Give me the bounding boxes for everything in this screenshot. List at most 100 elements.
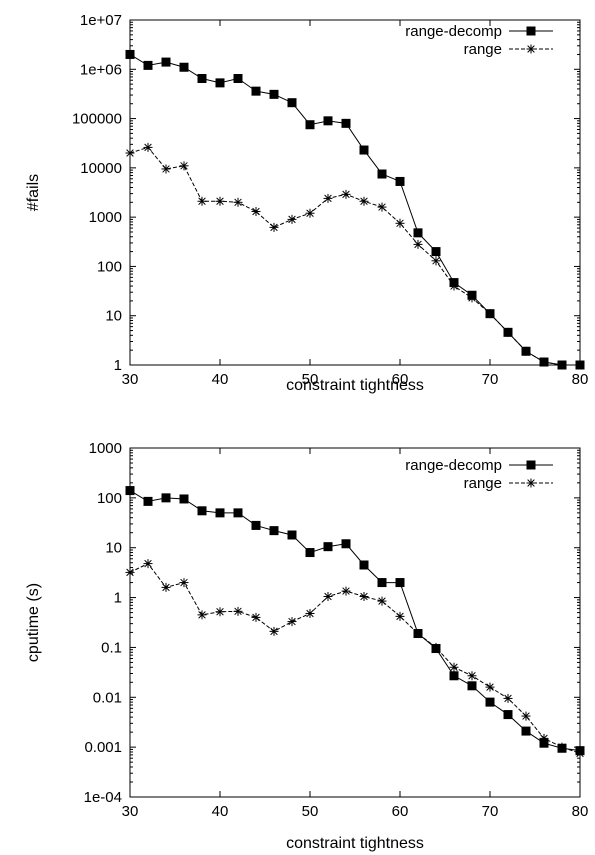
y-tick-label: 1e+06 xyxy=(80,61,122,78)
data-point-square xyxy=(395,578,405,588)
fails-chart: 30 40 50 60 70 80 1 10 100 1000 10000 100000 1e+06 1e… xyxy=(25,12,588,394)
data-point-asterisk xyxy=(341,189,351,199)
series-line xyxy=(129,54,580,366)
legend-label: range xyxy=(464,475,502,492)
data-point-asterisk xyxy=(377,202,387,212)
data-point-asterisk xyxy=(395,218,405,228)
data-point-square xyxy=(359,560,369,570)
legend-label: range xyxy=(464,41,502,58)
y-tick-label: 100000 xyxy=(72,111,122,128)
data-point-square xyxy=(526,460,536,470)
y-tick-label: 100 xyxy=(97,490,122,507)
data-point-asterisk xyxy=(305,608,315,618)
data-point-square xyxy=(125,486,135,496)
data-point-square xyxy=(467,290,477,300)
data-point-asterisk xyxy=(287,214,297,224)
x-tick-label: 40 xyxy=(212,803,229,820)
y-tick-label: 1000 xyxy=(89,209,122,226)
data-point-asterisk xyxy=(526,478,536,488)
x-tick-label: 80 xyxy=(572,803,589,820)
data-point-square xyxy=(521,726,531,736)
x-tick-label: 30 xyxy=(122,803,139,820)
data-point-square xyxy=(323,116,333,126)
y-tick-label: 10 xyxy=(105,540,122,557)
data-point-asterisk xyxy=(197,196,207,206)
data-point-square xyxy=(269,526,279,536)
data-point-asterisk xyxy=(485,682,495,692)
data-point-square xyxy=(179,494,189,504)
y-tick-label: 1 xyxy=(114,357,122,374)
data-point-asterisk xyxy=(269,626,279,636)
data-point-square xyxy=(539,357,549,367)
y-tick-label: 1000 xyxy=(89,440,122,457)
data-point-square xyxy=(125,49,135,59)
data-point-square xyxy=(431,247,441,257)
y-tick-label: 0.01 xyxy=(93,689,122,706)
y-tick-label: 0.001 xyxy=(84,739,122,756)
data-point-square xyxy=(233,74,243,84)
data-point-asterisk xyxy=(215,196,225,206)
data-point-square xyxy=(467,681,477,691)
data-point-asterisk xyxy=(305,208,315,218)
data-point-asterisk xyxy=(467,671,477,681)
data-point-square xyxy=(359,145,369,155)
data-point-square xyxy=(161,57,171,67)
data-point-square xyxy=(287,530,297,540)
data-point-square xyxy=(449,278,459,288)
data-point-asterisk xyxy=(143,142,153,152)
data-point-square xyxy=(449,671,459,681)
data-point-square xyxy=(143,60,153,70)
data-point-square xyxy=(575,360,585,370)
data-point-asterisk xyxy=(341,586,351,596)
y-axis-label: cputime (s) xyxy=(25,583,42,662)
data-point-square xyxy=(485,697,495,707)
data-point-square xyxy=(305,548,315,558)
data-point-square xyxy=(557,360,567,370)
data-point-asterisk xyxy=(215,607,225,617)
data-point-square xyxy=(197,74,207,84)
data-point-square xyxy=(377,578,387,588)
data-point-asterisk xyxy=(233,197,243,207)
data-point-square xyxy=(305,120,315,130)
data-point-square xyxy=(485,309,495,319)
y-tick-label: 1e-04 xyxy=(84,789,122,806)
data-point-square xyxy=(575,746,585,756)
series-range-decomp xyxy=(125,49,585,370)
x-tick-label: 50 xyxy=(302,803,319,820)
data-point-square xyxy=(323,542,333,552)
data-point-asterisk xyxy=(251,612,261,622)
data-point-asterisk xyxy=(503,693,513,703)
data-point-asterisk xyxy=(323,592,333,602)
data-point-asterisk xyxy=(125,567,135,577)
data-point-square xyxy=(161,493,171,503)
legend-label: range-decomp xyxy=(405,457,502,474)
data-point-asterisk xyxy=(395,611,405,621)
x-axis-label: constraint tightness xyxy=(286,377,424,394)
cputime-chart: 30 40 50 60 70 80 1e-04 0.001 0.01 0.1 1 10 100 1000 c… xyxy=(25,440,588,852)
data-point-asterisk xyxy=(179,161,189,171)
data-point-square xyxy=(197,506,207,516)
data-point-square xyxy=(233,508,243,518)
data-point-square xyxy=(526,26,536,36)
y-tick-label: 10000 xyxy=(80,160,122,177)
legend-label: range-decomp xyxy=(405,23,502,40)
data-point-asterisk xyxy=(431,256,441,266)
data-point-square xyxy=(341,539,351,549)
data-point-asterisk xyxy=(161,582,171,592)
data-point-asterisk xyxy=(161,164,171,174)
data-point-asterisk xyxy=(359,592,369,602)
x-tick-label: 70 xyxy=(482,803,499,820)
y-tick-label: 100 xyxy=(97,258,122,275)
data-point-square xyxy=(215,508,225,518)
data-point-asterisk xyxy=(269,222,279,232)
data-point-square xyxy=(143,496,153,506)
x-tick-label: 40 xyxy=(212,371,229,388)
series-range xyxy=(125,142,585,370)
series-line xyxy=(129,562,581,754)
data-point-square xyxy=(251,520,261,530)
data-point-asterisk xyxy=(323,193,333,203)
data-point-square xyxy=(287,98,297,108)
data-point-square xyxy=(503,327,513,337)
